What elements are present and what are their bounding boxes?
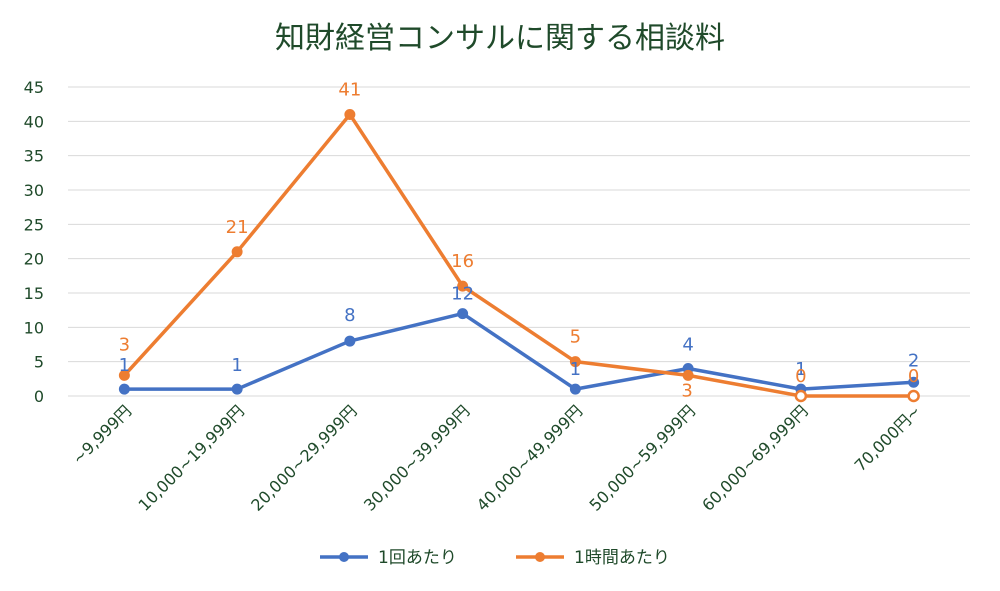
data-point — [231, 246, 243, 258]
data-point — [118, 369, 130, 381]
data-point — [907, 389, 920, 403]
x-tick-label: 10,000~19,999円 — [135, 401, 248, 514]
data-point — [457, 280, 469, 292]
data-point — [344, 335, 356, 347]
data-label: 0 — [908, 366, 919, 387]
data-point — [231, 383, 243, 395]
data-label: 12 — [451, 284, 474, 305]
y-tick-label: 30 — [24, 181, 44, 200]
x-tick-label: 40,000~49,999円 — [473, 401, 586, 514]
data-point — [569, 356, 581, 368]
y-tick-label: 40 — [24, 112, 44, 131]
x-tick-label: 60,000~69,999円 — [698, 401, 811, 514]
data-label: 0 — [795, 366, 806, 387]
y-tick-label: 45 — [24, 78, 44, 97]
y-tick-label: 20 — [24, 250, 44, 269]
data-point — [794, 389, 808, 403]
legend-marker — [535, 552, 545, 562]
data-label: 16 — [451, 251, 474, 272]
data-label: 1 — [570, 359, 581, 380]
legend: 1回あたり 1時間あたり — [320, 548, 670, 568]
x-tick-label: 70,000円~ — [851, 401, 925, 475]
data-point — [682, 369, 694, 381]
y-tick-label: 10 — [24, 318, 44, 337]
y-tick-label: 15 — [24, 284, 44, 303]
y-tick-label: 35 — [24, 147, 44, 166]
x-tick-label: ~9,999円 — [69, 401, 136, 468]
chart-title: 知財経営コンサルに関する相談料 — [275, 21, 725, 56]
y-tick-label: 0 — [34, 387, 44, 406]
data-label: 3 — [681, 380, 692, 401]
x-tick-label: 50,000~59,999円 — [586, 401, 699, 514]
data-point — [457, 308, 469, 320]
data-label: 41 — [338, 79, 361, 100]
data-label: 4 — [682, 335, 693, 356]
data-label: 1 — [795, 359, 806, 380]
data-label: 2 — [908, 350, 919, 371]
data-label: 8 — [344, 305, 355, 326]
data-point — [908, 376, 920, 388]
legend-marker — [339, 552, 349, 562]
data-label: 21 — [226, 217, 249, 238]
x-tick-label: 20,000~29,999円 — [247, 401, 360, 514]
data-point — [344, 108, 356, 120]
data-label: 5 — [570, 327, 581, 348]
data-point — [118, 383, 130, 395]
x-tick-label: 30,000~39,999円 — [360, 401, 473, 514]
legend-label: 1回あたり — [378, 548, 457, 568]
data-label: 3 — [119, 334, 130, 355]
y-tick-label: 5 — [34, 353, 44, 372]
gridlines — [68, 86, 970, 397]
y-axis-ticks: 0 5 10 15 20 25 30 35 40 45 — [24, 78, 44, 406]
data-label: 1 — [231, 355, 242, 376]
legend-label: 1時間あたり — [574, 548, 670, 568]
series-line-0 — [124, 311, 914, 391]
series — [118, 108, 920, 403]
y-tick-label: 25 — [24, 215, 44, 234]
data-label: 1 — [119, 355, 130, 376]
series-line-1 — [123, 112, 914, 398]
data-point — [569, 383, 581, 395]
x-axis-ticks: ~9,999円 10,000~19,999円 20,000~29,999円 30,00… — [69, 401, 925, 514]
